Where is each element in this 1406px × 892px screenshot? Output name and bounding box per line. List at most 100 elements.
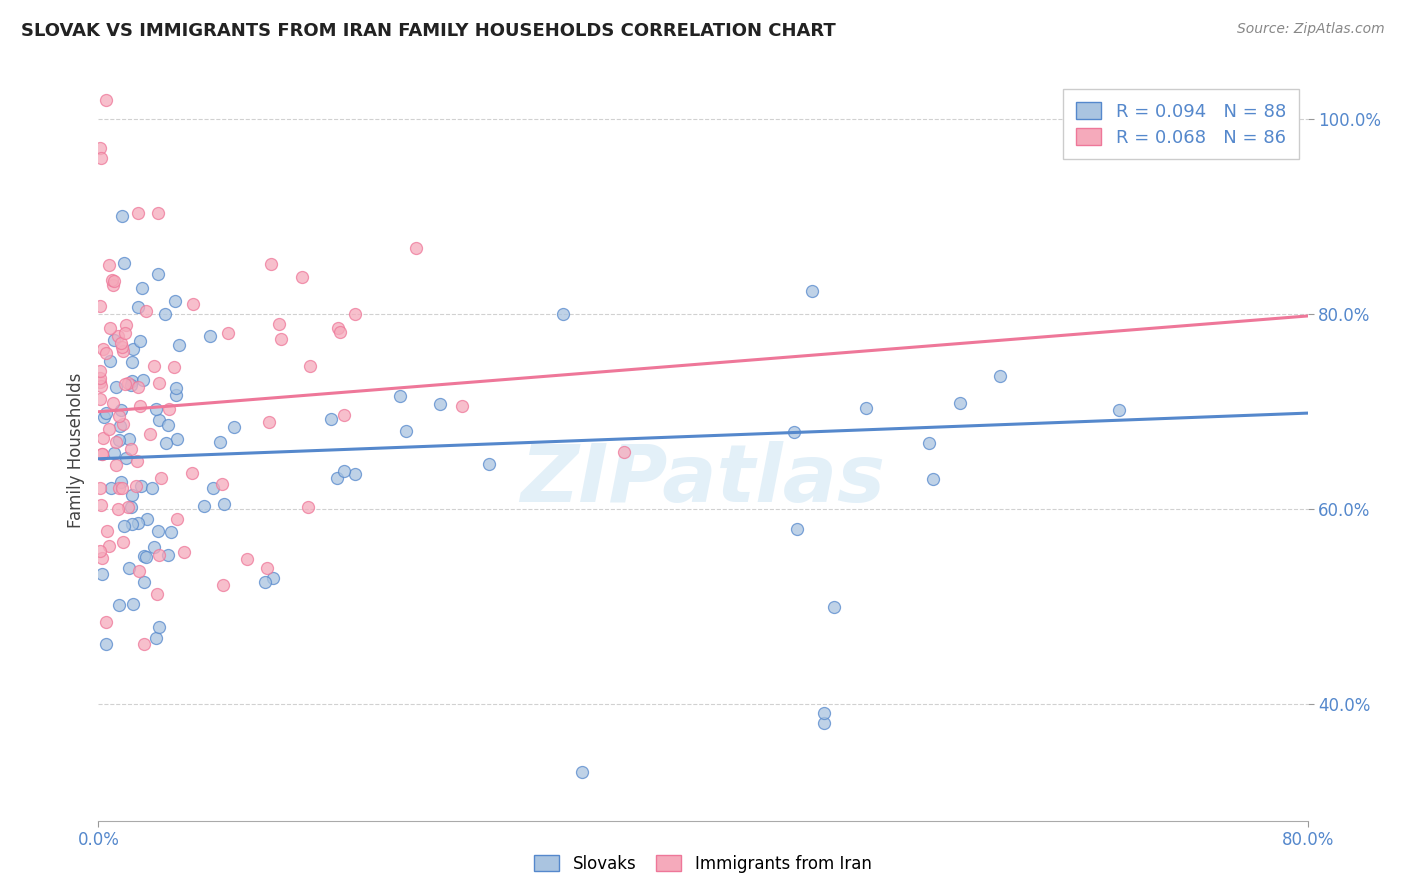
Point [332,409,354,423]
Point [111,344,134,359]
Point [117,561,139,575]
Point [91,447,114,461]
Point [89,141,111,155]
Point [96,524,118,538]
Point [159,524,181,539]
Point [613,444,636,458]
Point [90,379,112,393]
Point [121,516,143,531]
Point [112,417,135,431]
Text: Source: ZipAtlas.com: Source: ZipAtlas.com [1237,22,1385,37]
Point [254,575,277,590]
Point [148,620,170,634]
Point [114,451,136,466]
Point [173,545,195,559]
Point [131,281,153,295]
Point [97,258,120,272]
Point [121,355,143,369]
Point [98,354,121,368]
Text: SLOVAK VS IMMIGRANTS FROM IRAN FAMILY HOUSEHOLDS CORRELATION CHART: SLOVAK VS IMMIGRANTS FROM IRAN FAMILY HO… [21,22,835,40]
Point [127,300,149,314]
Point [89,364,111,378]
Point [100,481,122,495]
Point [988,369,1011,384]
Point [212,578,235,592]
Point [107,328,129,343]
Point [329,325,352,339]
Point [111,481,134,495]
Point [149,470,172,484]
Point [783,425,806,440]
Point [949,395,972,409]
Y-axis label: Family Households: Family Households [66,373,84,528]
Point [328,320,350,334]
Point [134,574,156,589]
Point [165,293,187,308]
Point [101,396,124,410]
Point [146,524,169,538]
Point [813,706,835,721]
Point [110,475,132,489]
Point [112,256,135,270]
Point [166,512,188,526]
Point [122,343,145,357]
Point [114,326,136,340]
Legend: Slovaks, Immigrants from Iran: Slovaks, Immigrants from Iran [527,848,879,880]
Point [321,411,343,425]
Point [166,432,188,446]
Point [121,374,143,388]
Point [134,549,156,563]
Point [146,587,169,601]
Point [163,359,186,374]
Point [165,382,187,396]
Point [1108,403,1130,417]
Point [201,481,224,495]
Point [105,434,128,449]
Point [297,500,319,514]
Point [90,151,112,165]
Point [270,332,292,346]
Point [103,274,125,288]
Point [117,500,139,515]
Point [91,551,114,566]
Point [146,206,169,220]
Point [91,342,114,356]
Point [120,442,142,456]
Point [260,257,283,271]
Point [101,273,124,287]
Point [156,417,179,432]
Point [125,453,148,467]
Point [211,476,233,491]
Point [104,380,127,394]
Point [132,373,155,387]
Point [110,336,132,351]
Point [91,431,114,445]
Legend: R = 0.094   N = 88, R = 0.068   N = 86: R = 0.094 N = 88, R = 0.068 N = 86 [1063,89,1299,160]
Point [127,206,149,220]
Point [114,377,136,392]
Point [121,598,143,612]
Point [801,284,824,298]
Point [148,376,170,390]
Point [89,481,111,495]
Point [257,415,280,429]
Point [142,359,165,373]
Point [155,307,177,321]
Point [111,340,134,354]
Point [97,539,120,553]
Point [157,548,180,562]
Point [108,481,131,495]
Point [1070,122,1092,136]
Point [97,422,120,436]
Point [148,413,170,427]
Point [139,426,162,441]
Point [217,326,239,341]
Point [91,447,114,461]
Point [169,338,191,352]
Point [299,359,322,373]
Point [214,497,236,511]
Point [108,409,131,423]
Point [110,402,132,417]
Point [94,346,117,360]
Point [388,389,411,403]
